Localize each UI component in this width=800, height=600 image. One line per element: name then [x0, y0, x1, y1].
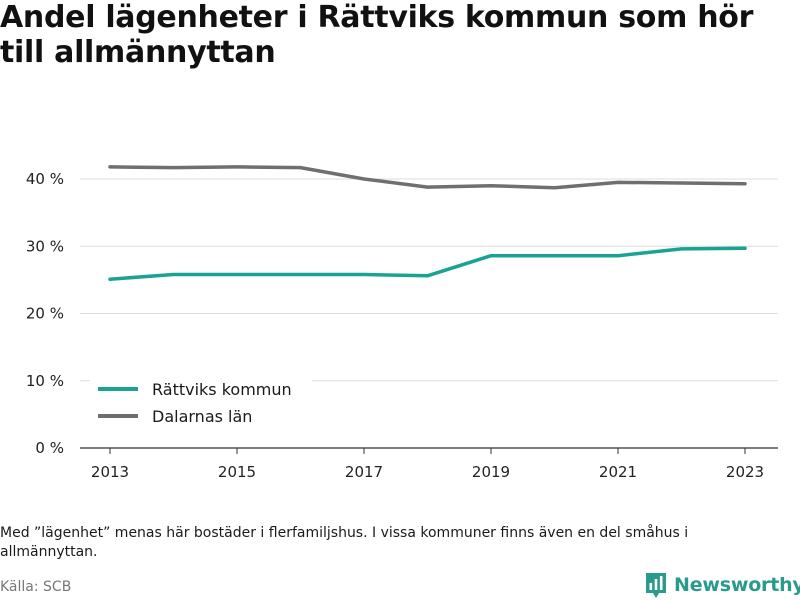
x-tick-label: 2015	[218, 463, 256, 481]
gridlines	[80, 178, 778, 382]
x-tick-label: 2017	[345, 463, 383, 481]
y-tick-label: 40 %	[26, 170, 64, 188]
chart-title: Andel lägenheter i Rättviks kommun som h…	[0, 0, 754, 70]
brand-name: Newsworthy	[674, 574, 800, 596]
brand-logo[interactable]: Newsworthy	[644, 570, 800, 600]
legend-label: Rättviks kommun	[152, 380, 292, 399]
series-line	[108, 246, 747, 281]
y-tick-label: 20 %	[26, 305, 64, 323]
y-tick-label: 30 %	[26, 237, 64, 255]
series-line	[108, 165, 747, 190]
legend-label: Dalarnas län	[152, 407, 252, 426]
source-label: Källa: SCB	[0, 579, 72, 595]
y-axis-ticks: 0 % 10 % 20 % 30 % 40 %	[26, 170, 64, 457]
line-chart: 0 % 10 % 20 % 30 % 40 % 2013 2015 2017 2019 2021…	[26, 165, 778, 481]
series-lines	[108, 165, 747, 281]
x-tick-label: 2023	[726, 463, 764, 481]
x-axis: 2013 2015 2017 2019 2021 2023	[80, 447, 778, 481]
footnote: Med ”lägenhet” menas här bostäder i fler…	[0, 525, 689, 560]
bar-chart-logo-icon	[646, 573, 666, 598]
x-tick-label: 2013	[91, 463, 129, 481]
y-tick-label: 10 %	[26, 372, 64, 390]
y-tick-label: 0 %	[35, 439, 64, 457]
x-tick-label: 2021	[599, 463, 637, 481]
x-tick-label: 2019	[472, 463, 510, 481]
legend: Rättviks kommun Dalarnas län	[90, 376, 312, 432]
legend-background	[90, 376, 312, 432]
